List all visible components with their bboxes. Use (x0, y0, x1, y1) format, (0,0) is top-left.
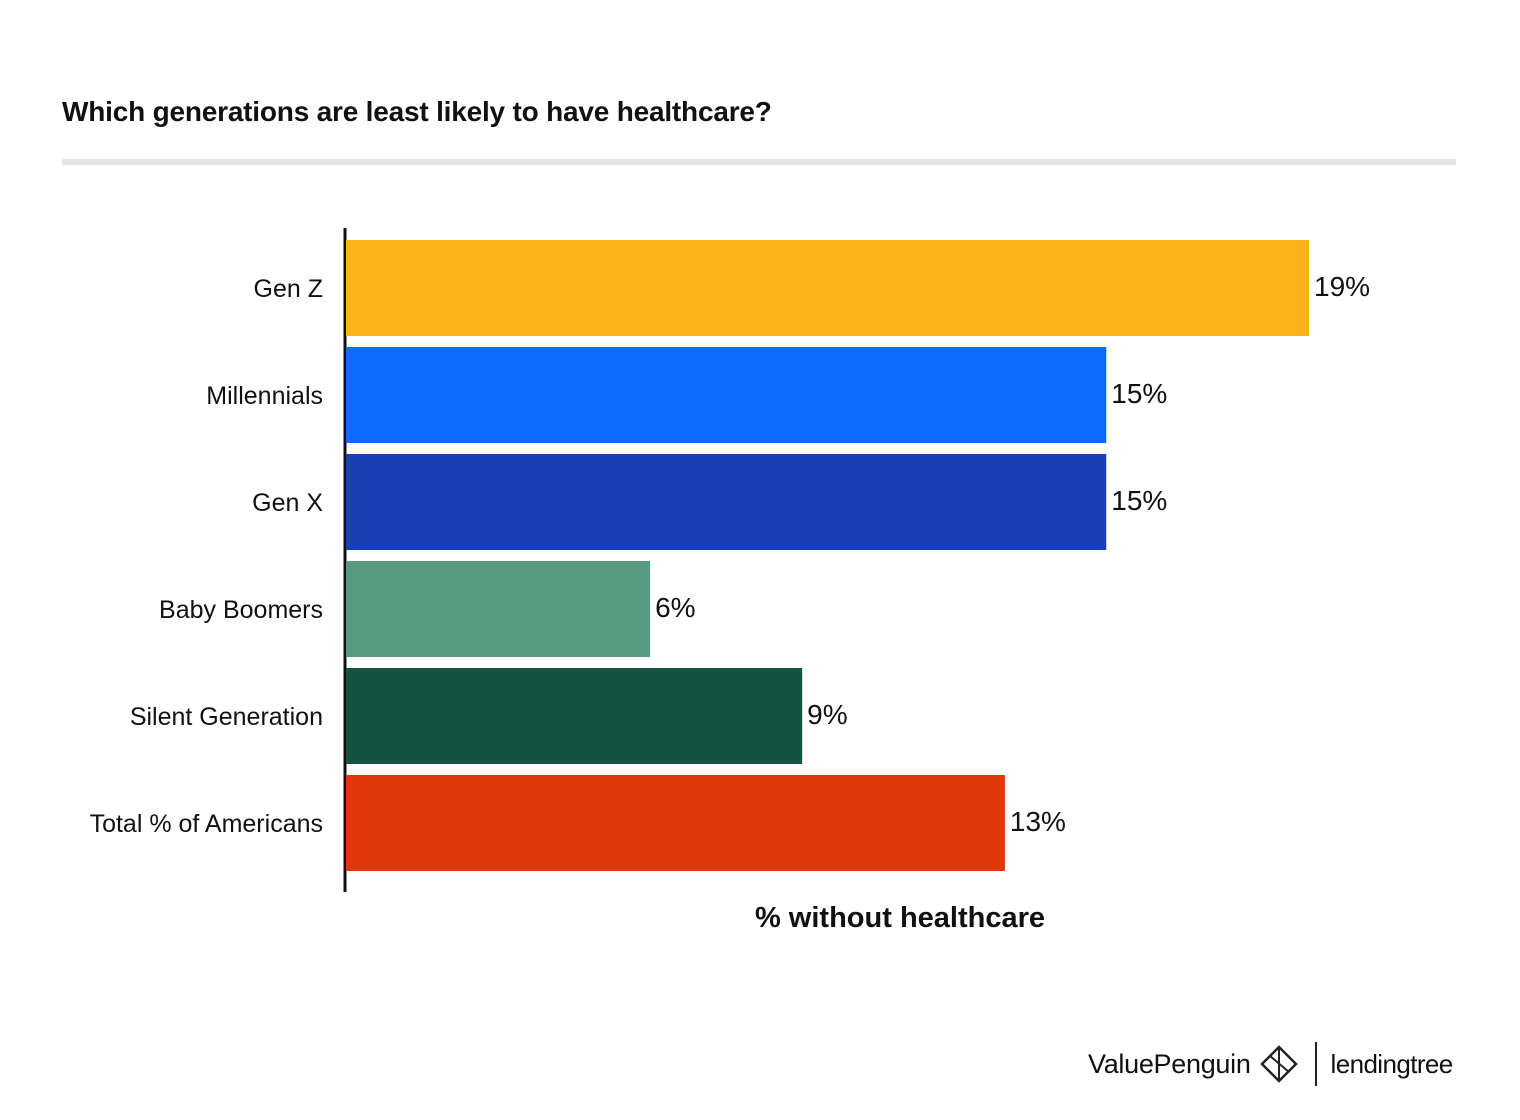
penguin-diamond-icon (1259, 1045, 1298, 1083)
value-label: 9% (807, 699, 847, 730)
chart-title: Which generations are least likely to ha… (62, 96, 772, 127)
category-label: Baby Boomers (159, 596, 323, 624)
title-divider (62, 159, 1456, 165)
category-label: Gen Z (254, 275, 323, 303)
footer-branding: ValuePenguin lendingtree (1088, 1040, 1453, 1088)
value-label: 15% (1111, 485, 1167, 516)
bar-millennials (346, 347, 1107, 443)
category-label: Total % of Americans (90, 810, 323, 838)
valuepenguin-logo-text: ValuePenguin (1088, 1048, 1251, 1079)
category-label: Millennials (206, 382, 323, 410)
bar-gen-z (346, 240, 1309, 336)
brand-separator (1314, 1042, 1317, 1086)
bar-total-of-americans (346, 775, 1005, 871)
category-label: Gen X (252, 489, 323, 517)
bar-gen-x (346, 454, 1107, 550)
x-axis-title: % without healthcare (754, 902, 1046, 934)
bar-baby-boomers (346, 561, 651, 657)
value-label: 6% (655, 592, 695, 623)
value-label: 13% (1010, 806, 1066, 837)
value-label: 15% (1111, 378, 1167, 409)
value-label: 19% (1314, 271, 1370, 302)
category-label: Silent Generation (130, 703, 323, 731)
lendingtree-logo-text: lendingtree (1330, 1048, 1454, 1079)
bar-silent-generation (346, 668, 803, 764)
